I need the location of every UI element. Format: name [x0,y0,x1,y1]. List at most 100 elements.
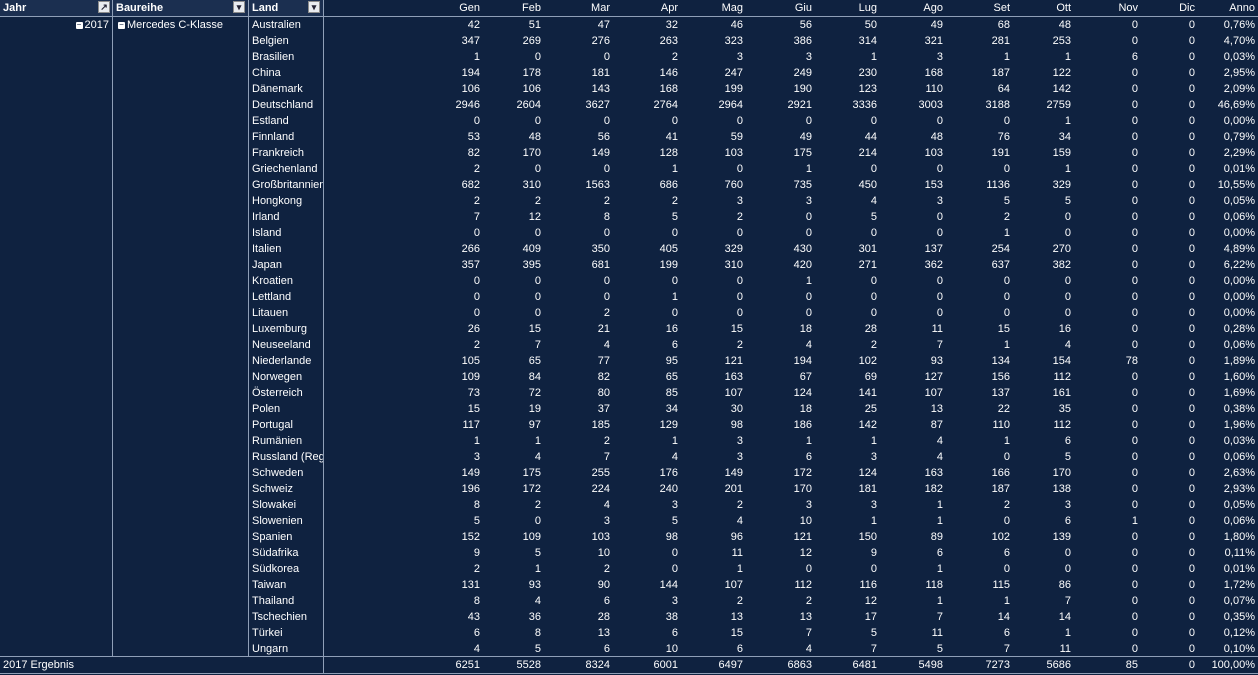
value-cell: 0 [1131,131,1138,143]
value-cell: 170 [522,147,541,159]
value-cell: 1 [1064,115,1071,127]
filter-icon[interactable]: ▾ [308,1,320,13]
land-cell[interactable]: Spanien [252,531,293,543]
land-cell[interactable]: Südafrika [252,547,299,559]
land-cell[interactable]: Finnland [252,131,295,143]
year-cell[interactable]: −2017 [75,17,109,33]
value-cell: 53 [467,131,480,143]
land-cell[interactable]: Rumänien [252,435,303,447]
value-cell: 2 [473,339,480,351]
land-cell[interactable]: Slowenien [252,515,303,527]
value-cell: 90 [597,579,610,591]
table-row: 6 8 13 6 15 7 5 11 6 1 0 0 0,12% [324,625,1258,641]
land-cell[interactable]: Tschechien [252,611,308,623]
value-cell: 186 [793,419,812,431]
value-cell: 0 [736,227,743,239]
value-cell: 3 [805,195,812,207]
land-cell[interactable]: Großbritannien [252,179,323,191]
value-cell: 0 [1064,227,1071,239]
header-jahr[interactable]: Jahr ↗ [0,0,113,16]
land-cell[interactable]: Luxemburg [252,323,308,335]
value-cell: 138 [1052,483,1071,495]
value-cell: 0 [1131,243,1138,255]
value-cell: 420 [793,259,812,271]
total-row: 2017 Ergebnis 6251 5528 8324 6001 6497 6863 64… [0,656,1258,674]
land-cell[interactable]: Schweden [252,467,304,479]
value-cell: 3 [1064,499,1071,511]
value-cell: 0 [1131,339,1138,351]
value-cell: 6 [671,339,678,351]
value-cell: 2,63% [1223,467,1255,479]
series-cell[interactable]: − Mercedes C-Klasse [118,17,223,33]
land-cell[interactable]: Belgien [252,35,289,47]
land-cell[interactable]: Portugal [252,419,293,431]
land-cell[interactable]: Irland [252,211,280,223]
header-land[interactable]: Land ▾ [249,0,324,16]
land-cell[interactable]: China [252,67,281,79]
value-cell: 86 [1058,579,1071,591]
land-cell[interactable]: Niederlande [252,355,312,367]
land-cell[interactable]: Taiwan [252,579,287,591]
land-cell[interactable]: Kroatien [252,275,293,287]
land-cell[interactable]: Italien [252,243,282,255]
value-cell: 15 [730,627,743,639]
land-cell[interactable]: Australien [252,19,301,31]
value-cell: 0 [1188,67,1195,79]
value-cell: 0 [870,227,877,239]
value-cell: 32 [665,19,678,31]
land-cell[interactable]: Japan [252,259,282,271]
filter-icon[interactable]: ▾ [233,1,245,13]
land-cell[interactable]: Hongkong [252,195,303,207]
land-cell[interactable]: Russland (Reg [252,451,323,463]
land-cell[interactable]: Frankreich [252,147,304,159]
land-cell[interactable]: Lettland [252,291,292,303]
total-value-cell: 6481 [852,659,877,671]
land-cell[interactable]: Griechenland [252,163,318,175]
value-cell: 48 [528,131,541,143]
land-cell[interactable]: Neuseeland [252,339,311,351]
value-cell: 146 [659,67,678,79]
collapse-icon[interactable]: − [118,19,125,29]
value-cell: 0 [1003,563,1010,575]
land-cell[interactable]: Polen [252,403,281,415]
land-cell[interactable]: Deutschland [252,99,314,111]
filter-sort-icon[interactable]: ↗ [98,1,110,13]
value-cell: 0 [1131,307,1138,319]
value-cell: 0 [936,163,943,175]
value-cell: 2946 [455,99,480,111]
land-cell[interactable]: Brasilien [252,51,295,63]
value-cell: 0 [1188,563,1195,575]
value-cell: 362 [924,259,943,271]
land-cell[interactable]: Dänemark [252,83,303,95]
land-cell[interactable]: Südkorea [252,563,300,575]
value-cell: 190 [793,83,812,95]
land-cell[interactable]: Türkei [252,627,283,639]
value-cell: 4 [805,643,812,655]
land-cell[interactable]: Island [252,227,282,239]
value-cell: 1 [1131,515,1138,527]
land-cell[interactable]: Ungarn [252,643,289,655]
land-cell[interactable]: Schweiz [252,483,293,495]
land-cell[interactable]: Litauen [252,307,289,319]
value-cell: 112 [794,579,812,591]
land-cell[interactable]: Norwegen [252,371,303,383]
header-baureihe[interactable]: Baureihe ▾ [113,0,249,16]
land-cell[interactable]: Österreich [252,387,303,399]
land-cell[interactable]: Slowakei [252,499,297,511]
value-cell: 0 [1188,147,1195,159]
value-cell: 0 [1188,275,1195,287]
total-label: 2017 Ergebnis [0,657,324,673]
collapse-icon[interactable]: − [75,19,83,29]
land-cell[interactable]: Estland [252,115,289,127]
value-cell: 0,35% [1223,611,1255,623]
value-cell: 0 [1188,387,1195,399]
value-cell: 0 [473,115,480,127]
value-cell: 253 [1052,35,1071,47]
value-cell: 0 [603,51,610,63]
value-cell: 0 [534,275,541,287]
land-cell[interactable]: Thailand [252,595,295,607]
value-cell: 2,09% [1223,83,1255,95]
value-cell: 0 [473,275,480,287]
value-cell: 2 [671,51,678,63]
table-row: 2 1 2 0 1 0 0 1 0 0 0 0 0,01% [324,561,1258,577]
